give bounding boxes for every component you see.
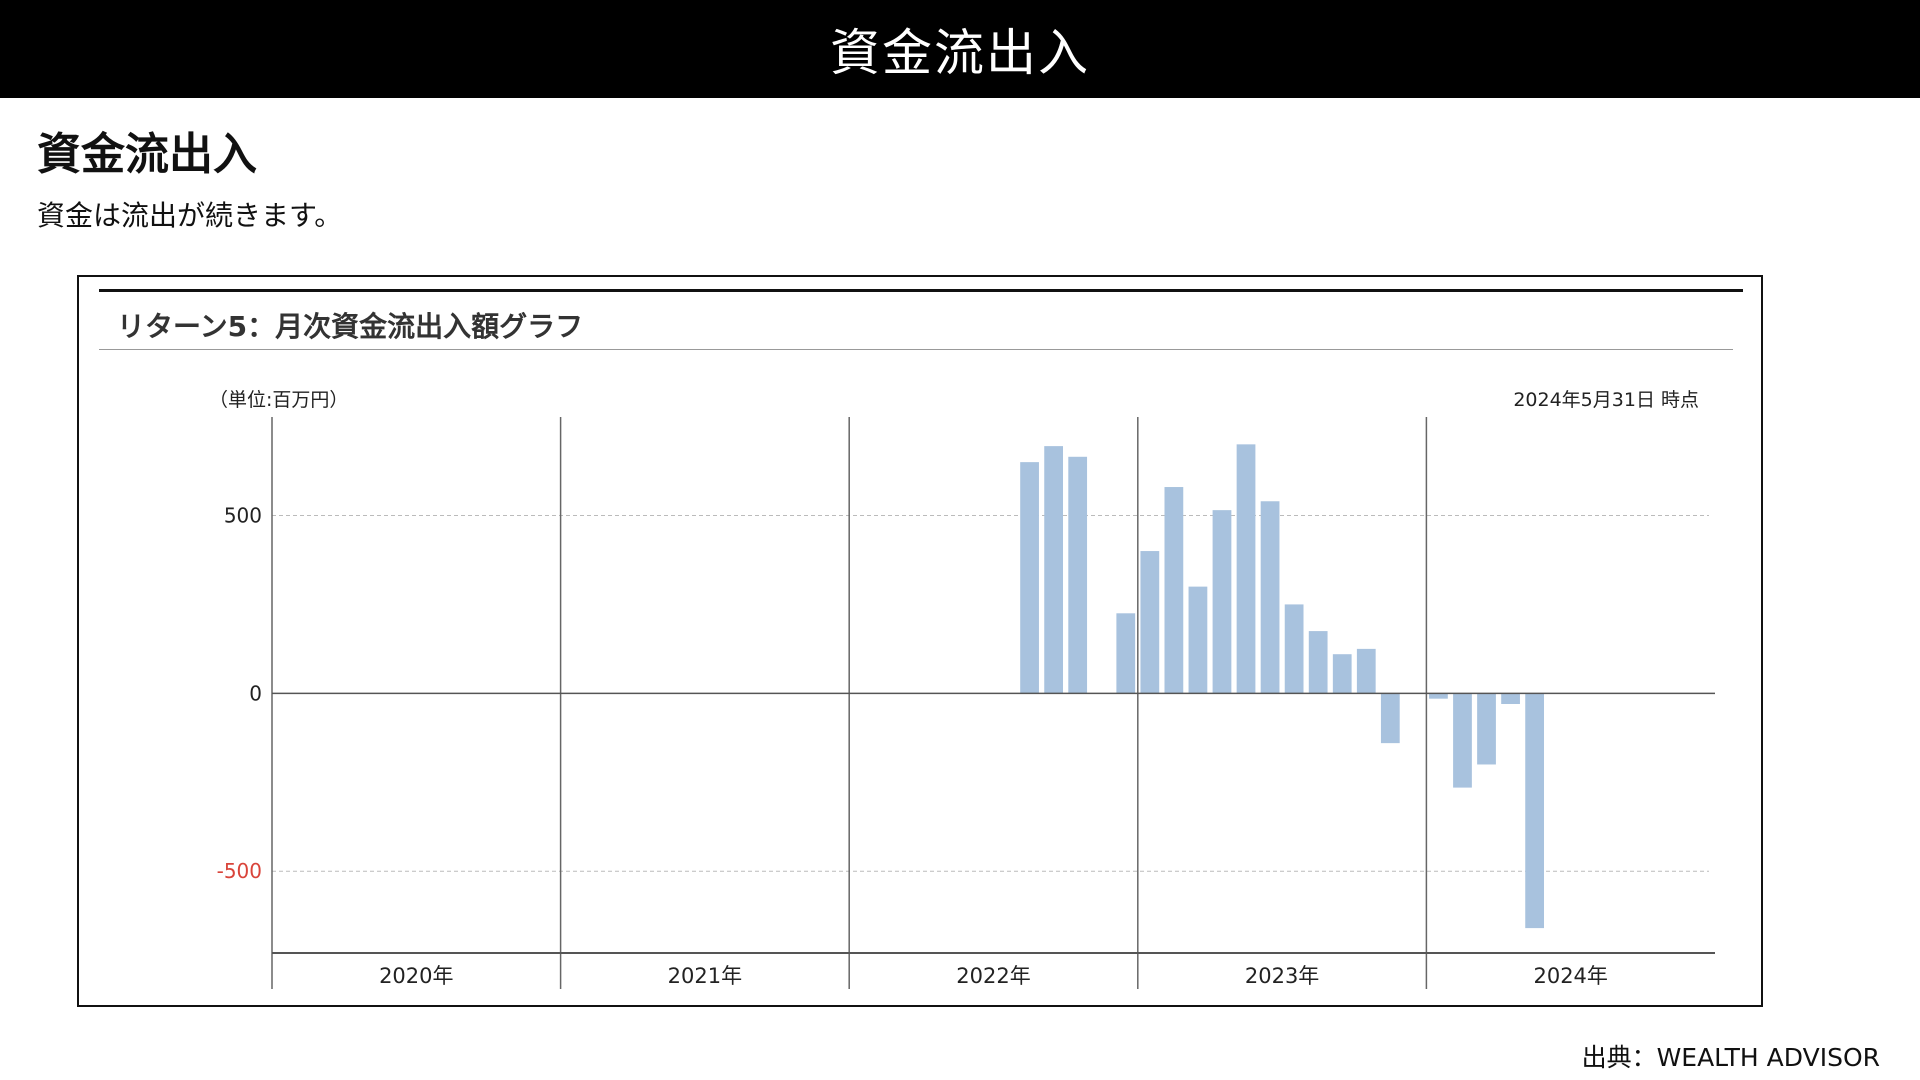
unit-label: （単位:百万円） xyxy=(209,389,349,411)
bar xyxy=(1501,693,1520,705)
bar xyxy=(1020,462,1039,694)
bar xyxy=(1044,446,1064,694)
x-tick-label: 2023年 xyxy=(1245,964,1319,988)
bar xyxy=(1284,604,1304,694)
bar xyxy=(1356,648,1376,694)
bar xyxy=(1477,693,1496,765)
bar xyxy=(1116,613,1136,694)
bar xyxy=(1308,631,1328,694)
bar xyxy=(1188,586,1208,694)
bar xyxy=(1260,501,1280,694)
chart-top-rule xyxy=(99,289,1743,292)
page-description: 資金は流出が続きます。 xyxy=(37,199,343,232)
bar xyxy=(1164,487,1184,694)
bar xyxy=(1380,693,1400,744)
page-heading: 資金流出入 xyxy=(37,129,257,180)
banner-title: 資金流出入 xyxy=(830,24,1090,82)
chart-frame: リターン5：月次資金流出入額グラフ （単位:百万円） 2024年5月31日 時点… xyxy=(77,275,1763,1007)
bar xyxy=(1525,693,1545,929)
bar xyxy=(1212,510,1232,694)
bar xyxy=(1140,551,1160,694)
bar xyxy=(1332,654,1352,694)
bar xyxy=(1068,456,1088,694)
bar xyxy=(1453,693,1472,788)
x-tick-label: 2021年 xyxy=(668,964,742,988)
bar-chart: 500 0 -500 2020年 2021年 2022年 2023年 2024年 xyxy=(217,417,1715,989)
chart-title: リターン5：月次資金流出入額グラフ xyxy=(117,310,584,343)
as-of-date: 2024年5月31日 時点 xyxy=(1513,389,1699,411)
y-tick-label: -500 xyxy=(217,859,262,883)
top-banner: 資金流出入 xyxy=(0,0,1920,98)
x-tick-label: 2020年 xyxy=(379,964,453,988)
x-tick-label: 2024年 xyxy=(1533,964,1607,988)
y-tick-label: 0 xyxy=(249,681,262,705)
bar xyxy=(1236,444,1256,694)
source-note: 出典：WEALTH ADVISOR xyxy=(1581,1043,1880,1072)
x-tick-label: 2022年 xyxy=(956,964,1030,988)
y-tick-label: 500 xyxy=(224,503,262,527)
bar xyxy=(1429,693,1448,699)
chart-title-rule xyxy=(99,349,1733,350)
